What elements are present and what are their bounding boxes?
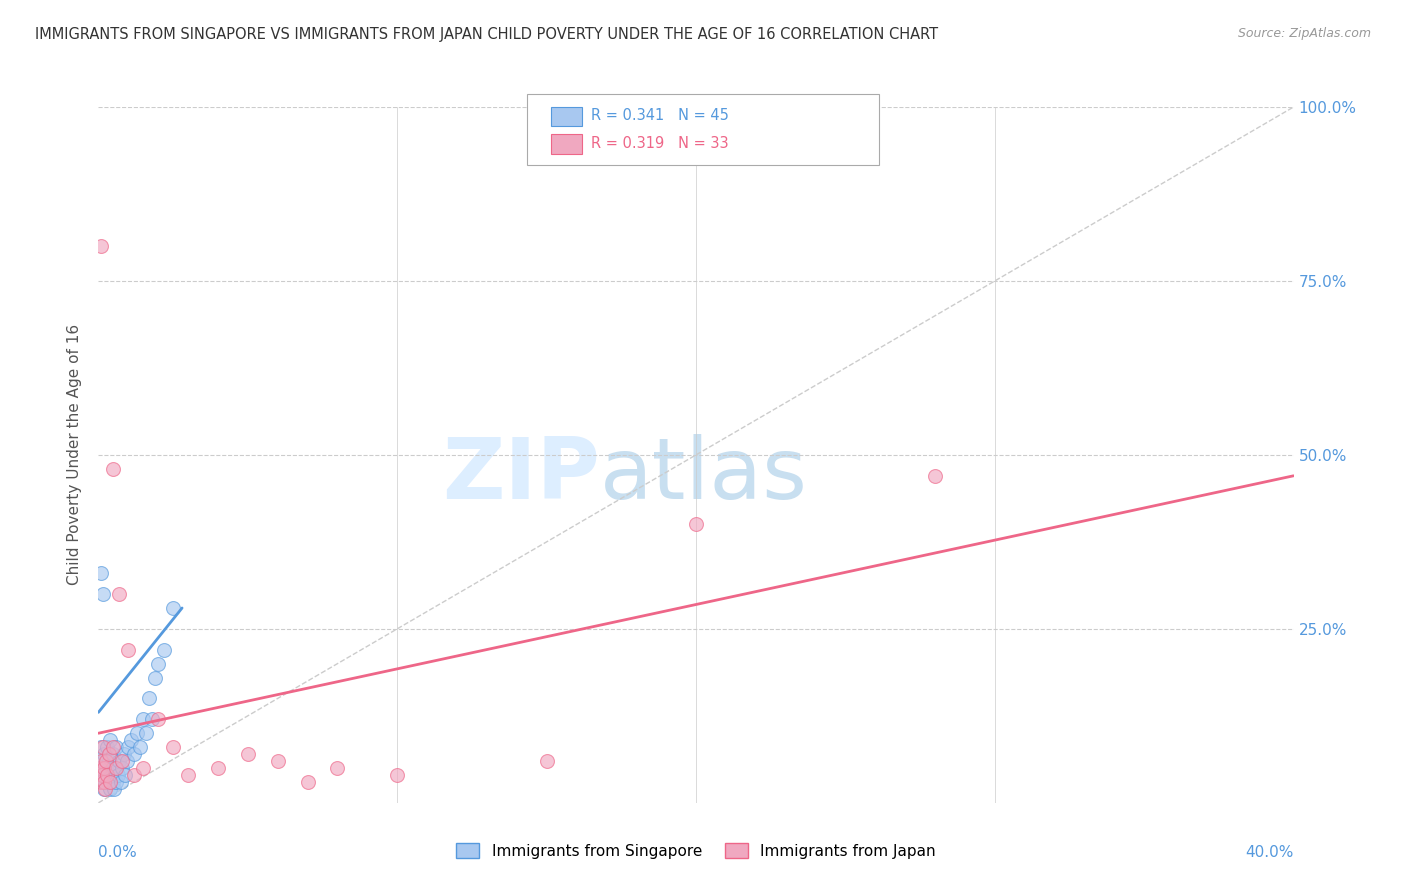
Text: Source: ZipAtlas.com: Source: ZipAtlas.com xyxy=(1237,27,1371,40)
Point xyxy=(112,747,135,761)
Point xyxy=(91,587,114,601)
Point xyxy=(105,761,128,775)
Point xyxy=(103,740,125,755)
Point xyxy=(162,740,184,755)
Point xyxy=(94,781,117,796)
Point xyxy=(94,761,117,775)
Point xyxy=(93,781,115,796)
Point xyxy=(236,747,259,761)
Point xyxy=(96,740,118,755)
Point xyxy=(153,642,176,657)
Point xyxy=(124,747,146,761)
Point xyxy=(129,740,152,755)
Point xyxy=(326,761,349,775)
Point xyxy=(89,761,111,775)
Text: IMMIGRANTS FROM SINGAPORE VS IMMIGRANTS FROM JAPAN CHILD POVERTY UNDER THE AGE O: IMMIGRANTS FROM SINGAPORE VS IMMIGRANTS … xyxy=(35,27,938,42)
Point xyxy=(111,761,134,775)
Point xyxy=(94,754,117,768)
Point xyxy=(110,775,132,789)
Point xyxy=(91,740,114,755)
Point xyxy=(138,691,160,706)
Point xyxy=(103,462,125,476)
Point xyxy=(104,761,127,775)
Point xyxy=(148,712,170,726)
Point xyxy=(135,726,157,740)
Y-axis label: Child Poverty Under the Age of 16: Child Poverty Under the Age of 16 xyxy=(67,325,83,585)
Point xyxy=(103,781,125,796)
Text: R = 0.319   N = 33: R = 0.319 N = 33 xyxy=(591,136,728,151)
Point xyxy=(207,761,229,775)
Point xyxy=(101,775,124,789)
Text: ZIP: ZIP xyxy=(443,434,600,517)
Point xyxy=(90,566,112,581)
Point xyxy=(96,768,118,782)
Point xyxy=(93,775,115,789)
Point xyxy=(132,761,155,775)
Point xyxy=(127,726,149,740)
Text: 40.0%: 40.0% xyxy=(1246,845,1294,860)
Point xyxy=(685,517,707,532)
Point xyxy=(924,468,946,483)
Point xyxy=(94,775,117,789)
Point xyxy=(98,733,122,747)
Point xyxy=(97,754,120,768)
Point xyxy=(90,740,112,755)
Point xyxy=(90,775,112,789)
Point xyxy=(108,587,131,601)
Point xyxy=(90,754,112,768)
Point xyxy=(385,768,409,782)
Point xyxy=(111,754,134,768)
Point xyxy=(98,781,121,796)
Point xyxy=(97,775,120,789)
Point xyxy=(91,768,114,782)
Point xyxy=(114,768,136,782)
Point xyxy=(105,740,128,755)
Point xyxy=(297,775,319,789)
Point xyxy=(90,239,112,253)
Point xyxy=(91,768,114,782)
Point xyxy=(98,775,122,789)
Text: atlas: atlas xyxy=(600,434,808,517)
Point xyxy=(162,601,184,615)
Point xyxy=(104,775,127,789)
Point xyxy=(148,657,170,671)
Point xyxy=(536,754,558,768)
Point xyxy=(101,761,124,775)
Point xyxy=(177,768,200,782)
Point xyxy=(96,768,118,782)
Point xyxy=(107,768,129,782)
Point xyxy=(103,747,125,761)
Legend: Immigrants from Singapore, Immigrants from Japan: Immigrants from Singapore, Immigrants fr… xyxy=(450,837,942,864)
Point xyxy=(124,768,146,782)
Point xyxy=(141,712,163,726)
Point xyxy=(120,733,142,747)
Point xyxy=(115,754,138,768)
Point xyxy=(93,761,115,775)
Point xyxy=(100,768,122,782)
Point xyxy=(132,712,155,726)
Point xyxy=(93,747,115,761)
Point xyxy=(90,775,112,789)
Point xyxy=(117,642,139,657)
Point xyxy=(97,747,120,761)
Text: 0.0%: 0.0% xyxy=(98,845,138,860)
Point xyxy=(91,754,114,768)
Point xyxy=(117,740,139,755)
Point xyxy=(267,754,290,768)
Point xyxy=(143,671,166,685)
Text: R = 0.341   N = 45: R = 0.341 N = 45 xyxy=(591,108,728,123)
Point xyxy=(108,754,131,768)
Point xyxy=(89,761,111,775)
